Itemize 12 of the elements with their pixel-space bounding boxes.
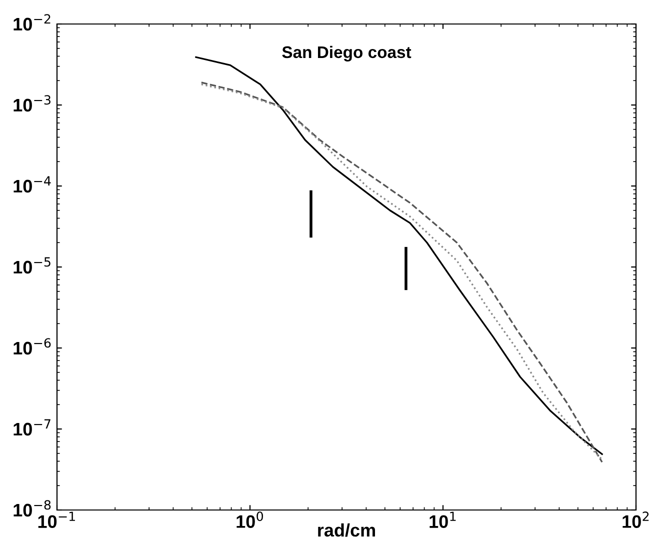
y-tick-label: 10$^{−4}$ — [14, 176, 51, 193]
text: San Diego coast — [282, 46, 412, 62]
x-axis-title: rad/cm — [318, 523, 375, 537]
x-tick-label: 10$^{−1}$ — [38, 512, 75, 528]
x-tick-label: 10$^{1}$ — [430, 512, 456, 528]
y-tick-label: 10$^{−3}$ — [14, 95, 50, 112]
x-tick-label: 10$^{2}$ — [622, 512, 649, 528]
y-tick-label: 10$^{−6}$ — [14, 338, 51, 355]
x-tick-label: 10$^{0}$ — [236, 512, 264, 528]
y-tick-label: 10$^{−7}$ — [14, 419, 50, 436]
y-tick-label: 10$^{−5}$ — [14, 257, 50, 274]
y-tick-label: 10$^{−2}$ — [14, 14, 50, 31]
